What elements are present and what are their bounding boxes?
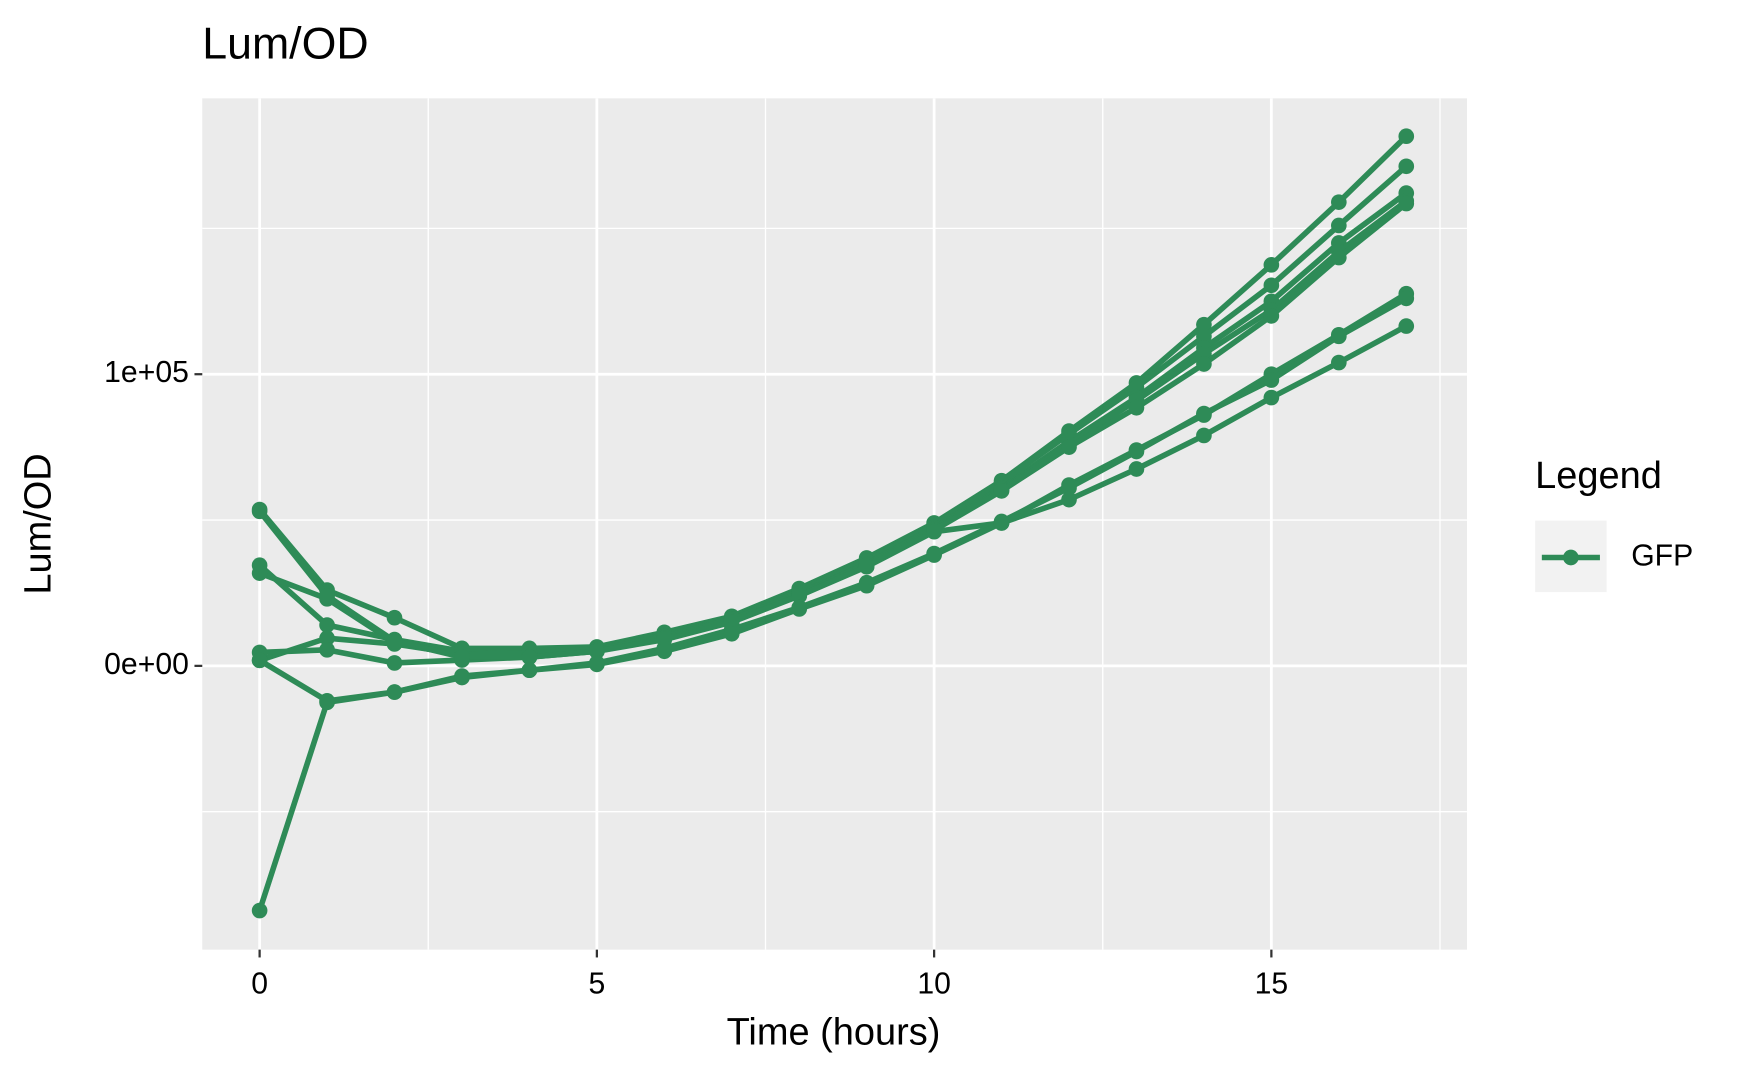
point bbox=[251, 902, 268, 919]
legend-point bbox=[1563, 549, 1579, 566]
x-tick-label: 0 bbox=[251, 967, 268, 1000]
point bbox=[1331, 328, 1347, 345]
point bbox=[1061, 491, 1077, 508]
point bbox=[858, 558, 875, 575]
point bbox=[1263, 308, 1280, 324]
point bbox=[1196, 356, 1212, 372]
point bbox=[1398, 128, 1415, 145]
point bbox=[993, 483, 1010, 499]
point bbox=[1263, 372, 1280, 388]
point bbox=[1061, 439, 1077, 455]
point bbox=[1263, 389, 1280, 406]
point bbox=[1128, 443, 1145, 460]
point bbox=[858, 577, 875, 594]
line bbox=[256, 323, 1408, 912]
point bbox=[1061, 480, 1077, 496]
point bbox=[319, 642, 335, 658]
point bbox=[1331, 194, 1347, 210]
point bbox=[589, 656, 605, 673]
point bbox=[386, 684, 403, 700]
point bbox=[1196, 328, 1212, 345]
point bbox=[386, 655, 403, 671]
point bbox=[791, 588, 808, 604]
plot-panel bbox=[202, 98, 1467, 950]
point bbox=[791, 601, 808, 617]
point bbox=[926, 547, 942, 563]
legend-label: GFP bbox=[1631, 539, 1693, 572]
point bbox=[319, 694, 335, 711]
point bbox=[386, 609, 403, 626]
y-tick-label: 1e+05 bbox=[104, 356, 189, 389]
point bbox=[723, 625, 740, 642]
point bbox=[386, 633, 403, 649]
x-tick-label: 5 bbox=[588, 967, 605, 1000]
point bbox=[1331, 354, 1347, 371]
legend-title: Legend bbox=[1535, 455, 1662, 497]
point bbox=[1196, 427, 1212, 444]
point bbox=[1263, 277, 1280, 294]
point bbox=[1398, 158, 1415, 175]
point bbox=[926, 523, 942, 540]
point bbox=[1196, 405, 1212, 422]
point bbox=[1128, 399, 1145, 416]
point bbox=[656, 643, 673, 660]
point bbox=[521, 662, 538, 679]
point bbox=[993, 515, 1010, 531]
point bbox=[1128, 461, 1145, 477]
point bbox=[319, 588, 335, 604]
point bbox=[319, 630, 335, 646]
point bbox=[251, 503, 268, 520]
chart-title: Lum/OD bbox=[202, 20, 368, 69]
point bbox=[1263, 257, 1280, 273]
point bbox=[1398, 195, 1415, 212]
point bbox=[1196, 316, 1212, 333]
point bbox=[454, 669, 470, 686]
point bbox=[1331, 217, 1347, 234]
x-tick-label: 15 bbox=[1255, 967, 1289, 1000]
x-tick-label: 10 bbox=[917, 967, 951, 1000]
point bbox=[1331, 249, 1347, 266]
point bbox=[1398, 318, 1415, 334]
series bbox=[251, 318, 1415, 919]
point bbox=[319, 617, 335, 633]
point bbox=[251, 652, 268, 669]
point bbox=[521, 649, 538, 665]
point bbox=[589, 643, 605, 660]
point bbox=[1398, 290, 1415, 307]
point bbox=[251, 565, 268, 581]
y-axis-label: Lum/OD bbox=[17, 453, 59, 594]
y-tick-label: 0e+00 bbox=[104, 648, 189, 681]
point bbox=[454, 649, 470, 665]
x-axis-label: Time (hours) bbox=[727, 1012, 941, 1054]
